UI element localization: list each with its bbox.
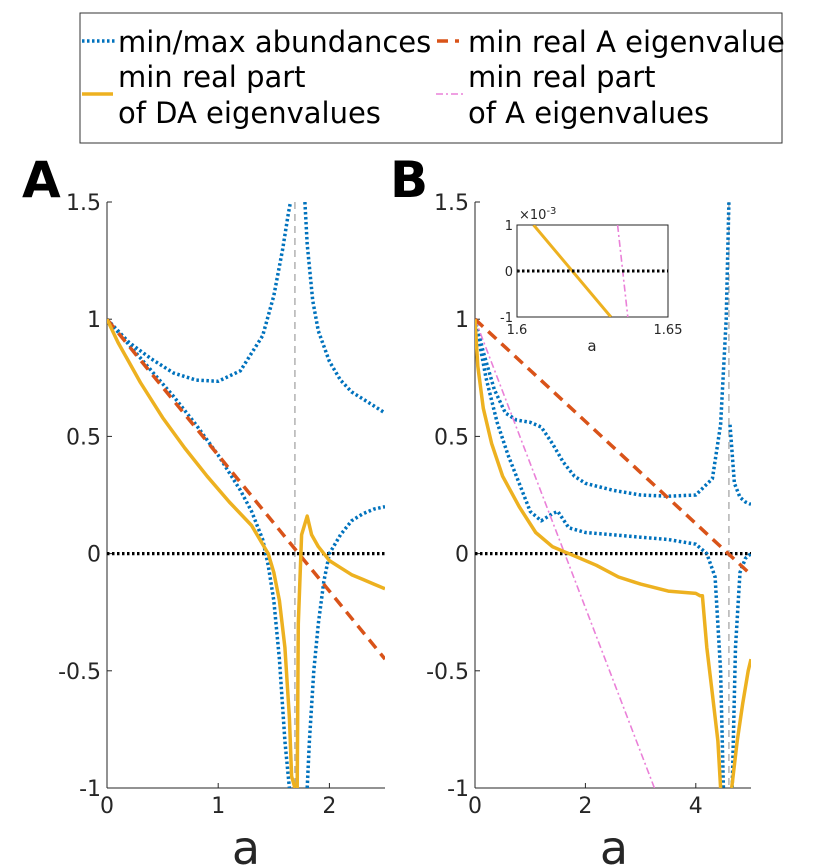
series-line-abundance xyxy=(303,202,385,415)
x-tick-label: 2 xyxy=(578,794,592,819)
inset-x-tick-label: 1.6 xyxy=(507,323,528,338)
inset-exponent-power: -3 xyxy=(546,206,556,217)
x-tick-label: 2 xyxy=(322,794,336,819)
y-tick-label: 1.5 xyxy=(434,191,469,216)
inset-y-tick-label: 1 xyxy=(505,219,513,234)
plot-area xyxy=(475,202,751,788)
inset-y-tick-label: 0 xyxy=(505,265,513,280)
legend-label: min/max abundances xyxy=(118,25,431,59)
inset-x-tick-label: 1.65 xyxy=(654,323,683,338)
y-tick-label: 1.5 xyxy=(66,191,101,216)
y-tick-label: -0.5 xyxy=(426,660,469,685)
x-tick-label: 0 xyxy=(100,794,114,819)
x-tick-label: 0 xyxy=(468,794,482,819)
series-line-abundance xyxy=(730,552,751,788)
inset-y-tick-label: -1 xyxy=(500,311,513,326)
y-tick-label: 0.5 xyxy=(434,425,469,450)
series-line-abundance xyxy=(475,202,731,498)
series-line-a-min xyxy=(475,317,751,576)
panel-label: A xyxy=(22,151,61,209)
y-tick-label: 0 xyxy=(455,543,469,568)
y-tick-label: -1 xyxy=(79,777,101,802)
x-tick-label: 4 xyxy=(689,794,703,819)
y-tick-label: -0.5 xyxy=(58,660,101,685)
panel-label: B xyxy=(390,151,428,209)
inset: -1 0 1 1.6 1.65 a ×10-3 xyxy=(500,206,682,355)
series-line-abundance xyxy=(475,318,726,788)
series-line-da-min xyxy=(475,319,723,788)
legend: min/max abundances min real A eigenvaluem… xyxy=(79,12,785,144)
series-line-da-min xyxy=(107,318,297,788)
inset-exponent-base: ×10 xyxy=(519,208,546,223)
legend-label: of DA eigenvalues xyxy=(118,96,381,130)
legend-label: min real A eigenvalue xyxy=(468,25,785,59)
series-line-abundance xyxy=(107,318,292,788)
x-axis-label: a xyxy=(232,821,260,868)
legend-box xyxy=(79,12,783,144)
series-line-abundance xyxy=(305,504,385,788)
y-tick-label: 1 xyxy=(455,308,469,333)
series-line-a-min xyxy=(107,318,385,661)
legend-label: of A eigenvalues xyxy=(468,96,709,130)
inset-plot-area xyxy=(517,225,668,317)
series-line-da-min xyxy=(729,658,751,788)
x-tick-label: 1 xyxy=(211,794,225,819)
y-tick-label: 0 xyxy=(87,543,101,568)
y-tick-label: 1 xyxy=(87,308,101,333)
series-line-da-min xyxy=(295,514,385,788)
series-line-abundance xyxy=(728,424,751,507)
legend-label: min real part xyxy=(118,60,306,94)
inset-exponent-label: ×10-3 xyxy=(519,206,556,223)
series-line-abundance xyxy=(107,202,293,384)
y-tick-label: 0.5 xyxy=(66,425,101,450)
legend-label: min real part xyxy=(468,60,656,94)
inset-x-label: a xyxy=(587,337,596,355)
panel-a: -1 -0.5 0 0.5 1 1.5 0 1 2 a A xyxy=(22,151,385,868)
x-axis-label: a xyxy=(600,821,628,868)
y-tick-label: -1 xyxy=(447,777,469,802)
plot-area xyxy=(107,202,385,788)
